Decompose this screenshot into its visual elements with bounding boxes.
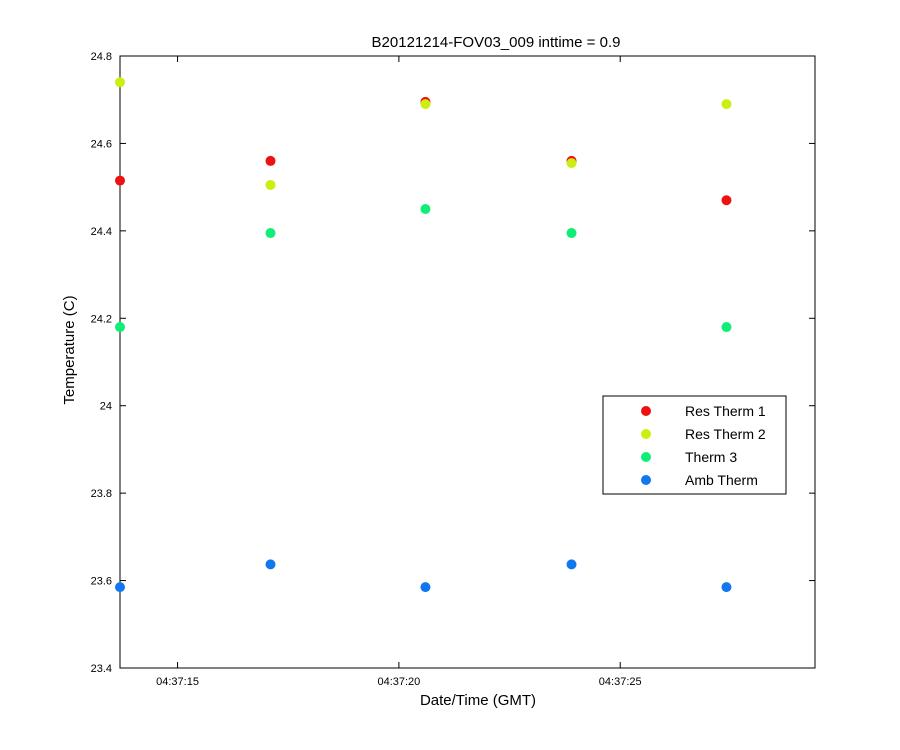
legend-label: Res Therm 2 bbox=[685, 426, 766, 442]
data-series bbox=[115, 77, 732, 593]
y-tick-label: 24 bbox=[100, 401, 112, 413]
series-res-therm-2 bbox=[115, 77, 732, 190]
y-axis-ticks: 23.4 23.6 23.8 24 24.2 24.4 24.6 24.8 bbox=[91, 51, 815, 675]
legend-label: Res Therm 1 bbox=[685, 403, 766, 419]
data-point bbox=[721, 99, 732, 110]
x-tick-label: 04:37:25 bbox=[599, 676, 642, 688]
data-point bbox=[115, 322, 125, 333]
data-point bbox=[721, 195, 732, 206]
x-axis-label: Date/Time (GMT) bbox=[420, 692, 536, 709]
legend-box bbox=[602, 395, 787, 495]
data-point bbox=[721, 322, 732, 333]
y-tick-label: 23.4 bbox=[91, 663, 112, 675]
data-point bbox=[115, 77, 125, 88]
data-point bbox=[115, 582, 125, 593]
legend-marker bbox=[641, 475, 651, 485]
plot-area bbox=[119, 55, 816, 669]
data-point bbox=[566, 158, 577, 169]
x-axis-ticks: 04:37:15 04:37:20 04:37:25 bbox=[156, 56, 642, 688]
data-point bbox=[420, 204, 431, 214]
x-tick-label: 04:37:15 bbox=[156, 676, 199, 688]
y-tick-label: 23.6 bbox=[91, 576, 112, 588]
data-point bbox=[721, 582, 732, 593]
data-point bbox=[420, 99, 431, 110]
data-point bbox=[420, 582, 431, 593]
y-tick-label: 24.6 bbox=[91, 138, 112, 150]
series-amb-therm bbox=[115, 559, 732, 593]
y-tick-label: 24.8 bbox=[91, 51, 112, 63]
data-point bbox=[265, 155, 276, 166]
data-point bbox=[265, 559, 276, 570]
chart-title: B20121214-FOV03_009 inttime = 0.9 bbox=[372, 34, 621, 51]
y-tick-label: 24.2 bbox=[91, 313, 112, 325]
legend-marker bbox=[641, 452, 651, 462]
data-point bbox=[566, 228, 577, 239]
y-tick-label: 23.8 bbox=[91, 488, 112, 500]
data-point bbox=[566, 559, 577, 570]
series-therm-3 bbox=[115, 204, 732, 333]
legend-label: Therm 3 bbox=[685, 449, 737, 465]
data-point bbox=[265, 179, 276, 190]
y-axis-label: Temperature (C) bbox=[61, 295, 78, 404]
legend-marker bbox=[641, 406, 651, 416]
y-tick-label: 24.4 bbox=[91, 226, 112, 238]
data-point bbox=[115, 175, 125, 186]
legend: Res Therm 1 Res Therm 2 Therm 3 Amb Therm bbox=[602, 395, 787, 495]
legend-label: Amb Therm bbox=[685, 472, 758, 488]
legend-marker bbox=[641, 429, 651, 439]
x-tick-label: 04:37:20 bbox=[377, 676, 420, 688]
data-point bbox=[265, 228, 276, 239]
